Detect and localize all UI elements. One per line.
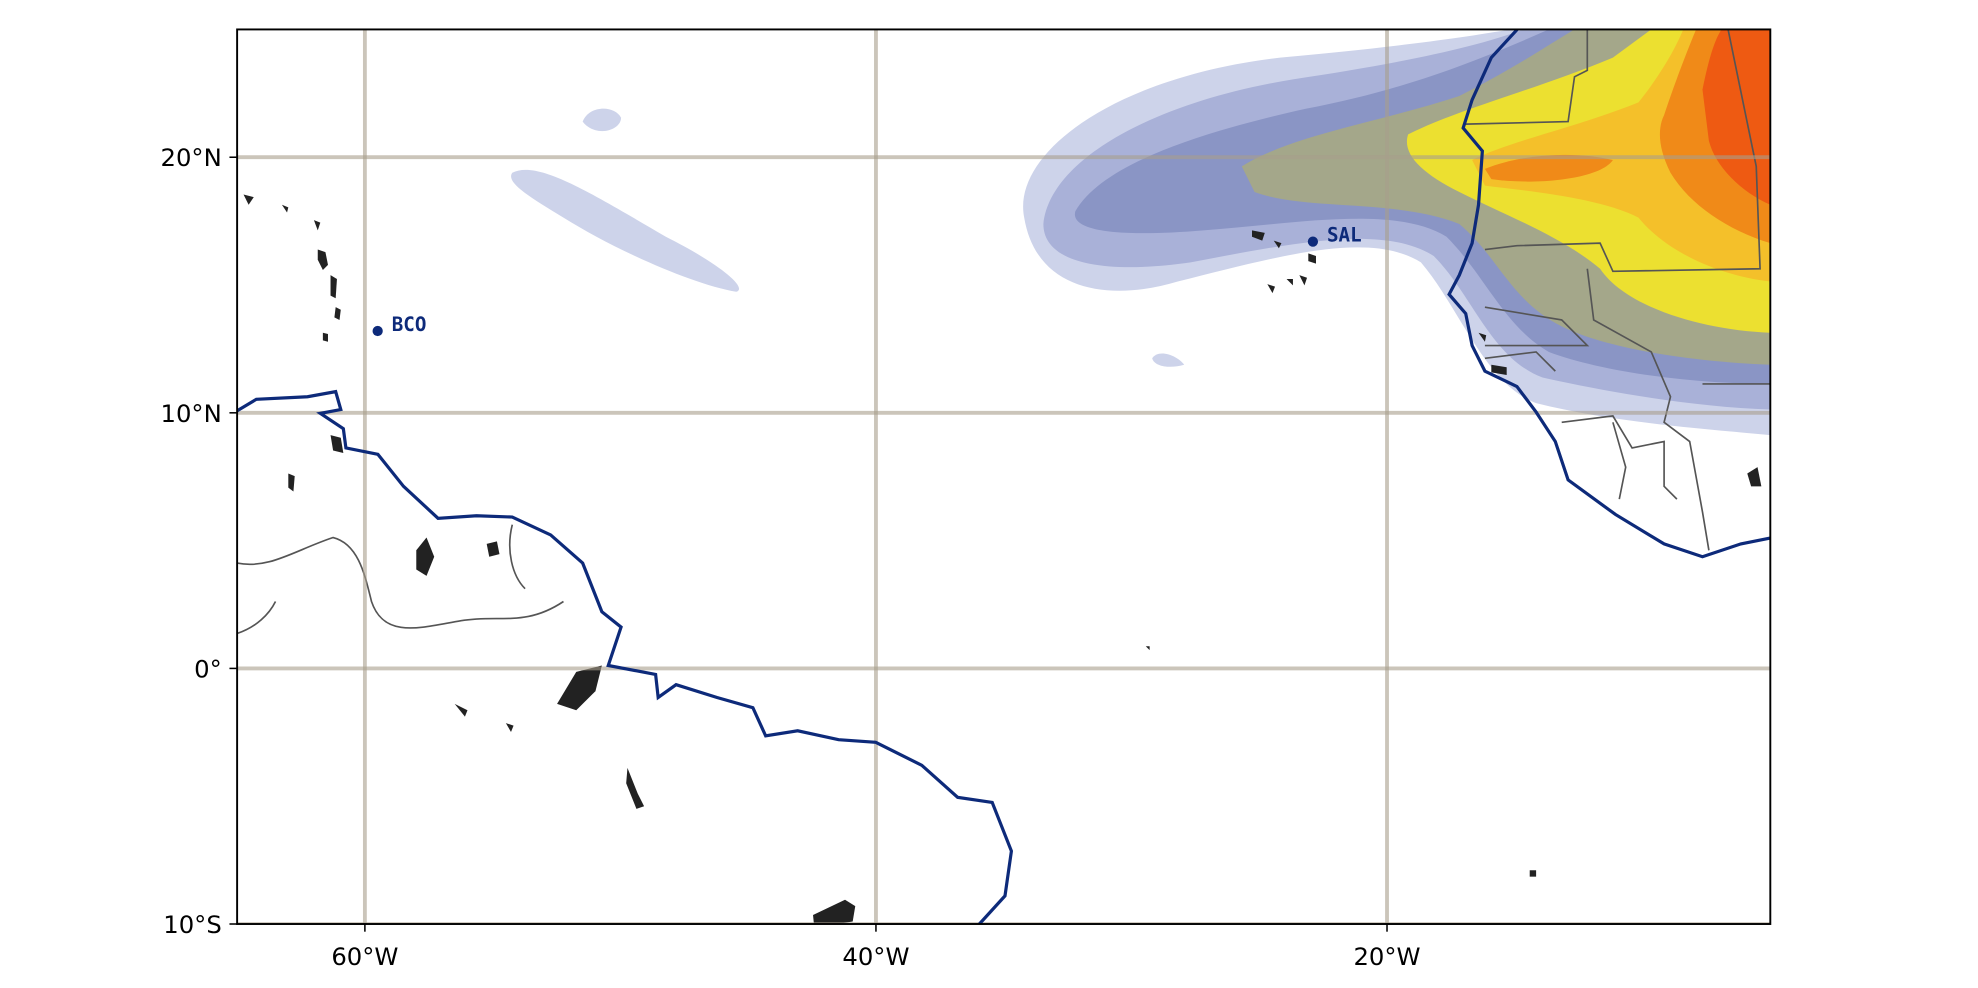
coastlines — [237, 29, 1771, 925]
station-marker — [1307, 236, 1319, 247]
x-tick-label: 60°W — [331, 942, 398, 971]
station-label: SAL — [1327, 224, 1362, 247]
y-tick-label: 10°S — [163, 910, 222, 939]
grid — [237, 29, 1771, 925]
x-tick-label: 20°W — [1353, 942, 1420, 971]
ticks: 60°W 40°W 20°W 10°S 0° 10°N 20°N — [161, 143, 1421, 971]
y-tick-label: 10°N — [161, 399, 222, 428]
islands — [243, 194, 1762, 925]
y-tick-label: 20°N — [161, 143, 222, 172]
stations: BCO SAL — [372, 224, 1362, 337]
map-frame — [236, 28, 1772, 925]
x-tick-label: 40°W — [842, 942, 909, 971]
plume — [511, 29, 1771, 436]
station-label: BCO — [392, 313, 427, 336]
map-layers: BCO SAL — [237, 29, 1771, 925]
y-tick-label: 0° — [194, 654, 222, 683]
borders — [237, 29, 1771, 635]
station-marker — [372, 325, 383, 337]
